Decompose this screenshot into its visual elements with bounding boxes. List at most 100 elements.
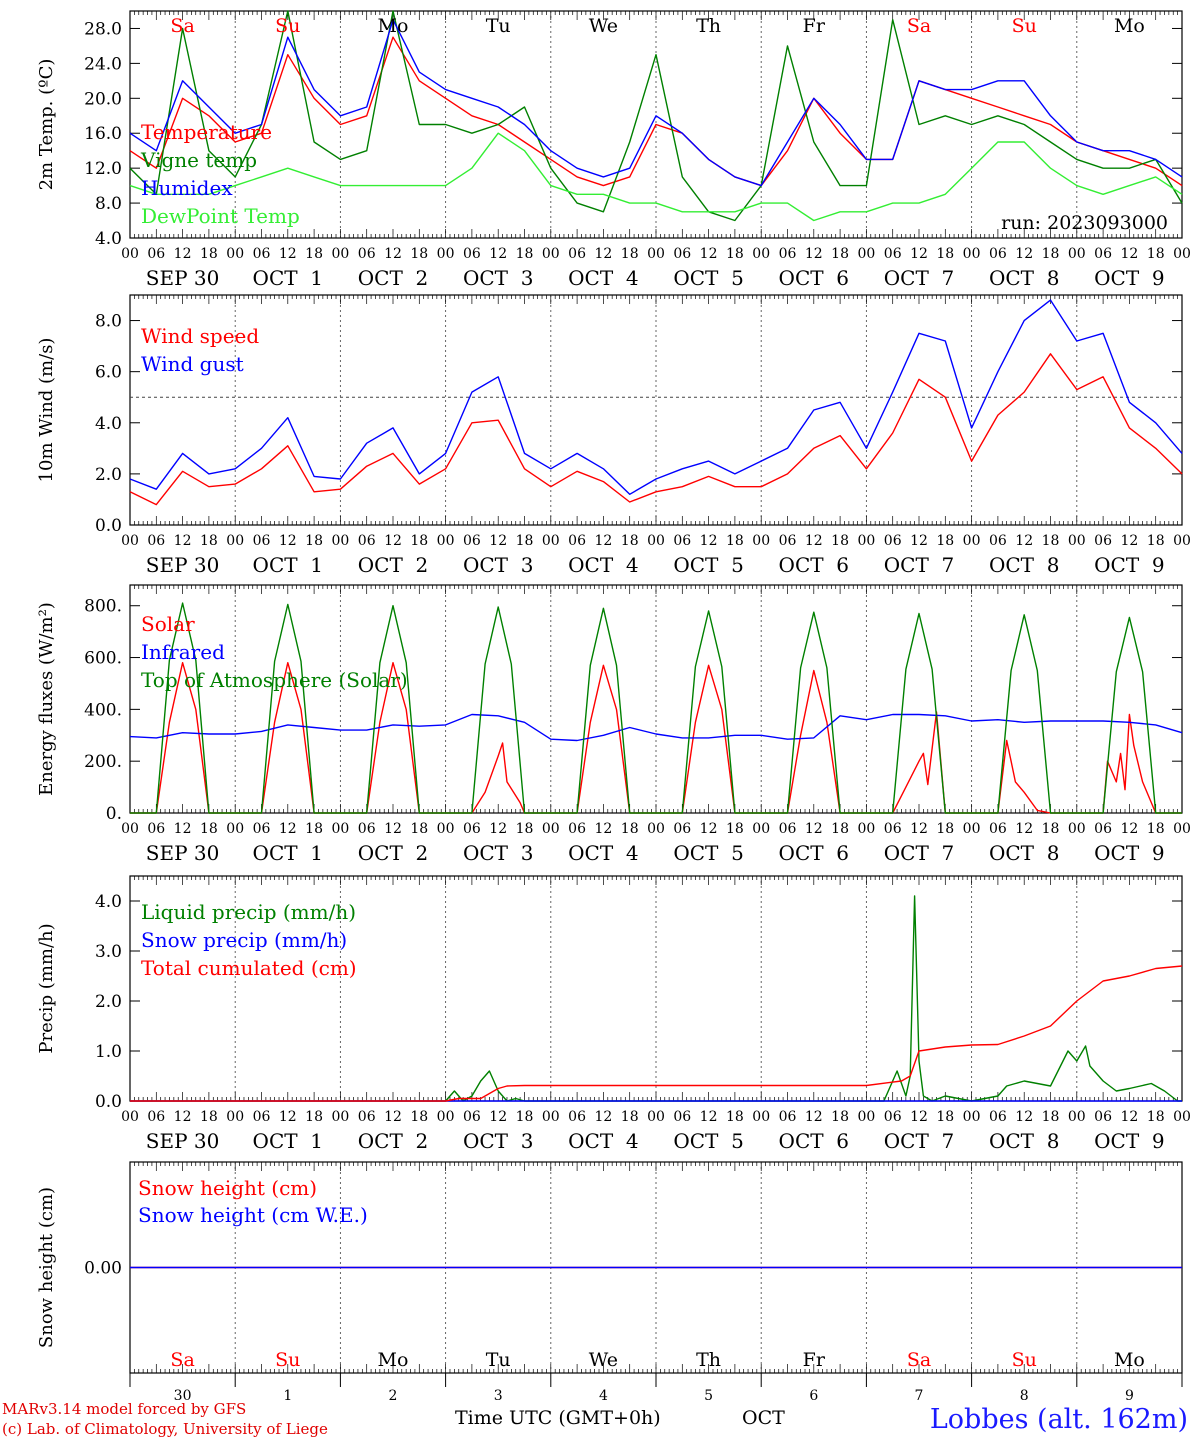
date-label: OCT 7 [884, 1129, 954, 1153]
y-tick-label: 0. [106, 804, 122, 824]
hour-tick-label: 12 [384, 533, 402, 549]
hour-tick-label: 12 [384, 246, 402, 262]
hour-tick-label: 00 [1173, 821, 1191, 837]
hour-tick-label: 00 [121, 821, 139, 837]
hour-tick-label: 06 [358, 533, 376, 549]
legend-entry: Wind gust [141, 352, 244, 376]
day-number-label: 3 [494, 1388, 503, 1404]
hour-tick-label: 06 [884, 533, 902, 549]
hour-tick-label: 06 [884, 246, 902, 262]
hour-tick-label: 00 [752, 246, 770, 262]
weekday-label: Mo [1114, 15, 1145, 37]
hour-tick-label: 12 [1015, 821, 1033, 837]
hour-tick-label: 06 [253, 1109, 271, 1125]
weekday-label: Su [275, 1349, 300, 1371]
hour-tick-label: 18 [831, 821, 849, 837]
date-label: OCT 5 [673, 553, 743, 577]
hour-tick-label: 12 [384, 1109, 402, 1125]
hour-tick-label: 12 [174, 533, 192, 549]
legend-entry: Vigne temp [140, 148, 257, 172]
hour-tick-label: 00 [121, 246, 139, 262]
hour-tick-label: 00 [752, 1109, 770, 1125]
y-tick-label: 20.0 [84, 89, 122, 109]
copyright-credit: (c) Lab. of Climatology, University of L… [2, 1420, 328, 1438]
date-label: OCT 1 [253, 1129, 323, 1153]
day-number-label: 5 [704, 1388, 713, 1404]
hour-tick-label: 00 [542, 821, 560, 837]
hour-tick-label: 06 [989, 1109, 1007, 1125]
weekday-label: Mo [378, 15, 409, 37]
hour-tick-label: 06 [779, 821, 797, 837]
hour-tick-label: 18 [516, 1109, 534, 1125]
hour-tick-label: 06 [253, 533, 271, 549]
hour-tick-label: 12 [1120, 533, 1138, 549]
weekday-label: Tu [486, 15, 511, 37]
weekday-label: Sa [907, 15, 931, 37]
hour-tick-label: 12 [489, 821, 507, 837]
legend-entry: Snow height (cm W.E.) [138, 1203, 368, 1227]
hour-tick-label: 00 [226, 533, 244, 549]
hour-tick-label: 18 [305, 246, 323, 262]
hour-tick-label: 18 [305, 1109, 323, 1125]
hour-tick-label: 18 [831, 246, 849, 262]
panel-2: 0.0 2.0 4.0 6.0 8.0 10m Wind (m/s) Wind speed W… [36, 294, 1191, 577]
hour-tick-label: 18 [621, 821, 639, 837]
hour-tick-label: 00 [857, 533, 875, 549]
series-line [130, 965, 1183, 1102]
hour-tick-label: 12 [174, 1109, 192, 1125]
legend-entry: Temperature [141, 120, 272, 144]
hour-tick-label: 06 [463, 533, 481, 549]
date-label: OCT 7 [884, 266, 954, 290]
hour-tick-label: 00 [1173, 1109, 1191, 1125]
hour-tick-label: 12 [1120, 246, 1138, 262]
weekday-label: Su [1012, 15, 1037, 37]
weekday-label: Tu [486, 1349, 511, 1371]
hour-tick-label: 18 [1042, 821, 1060, 837]
y-tick-label: 800. [84, 597, 122, 617]
hour-tick-label: 18 [410, 246, 428, 262]
series-line [129, 19, 1183, 187]
legend-entry: Infrared [141, 640, 225, 664]
hour-tick-label: 00 [331, 246, 349, 262]
series-line [129, 36, 1183, 187]
hour-tick-label: 12 [1015, 246, 1033, 262]
weekday-label: Th [696, 15, 721, 37]
hour-tick-label: 06 [1094, 821, 1112, 837]
hour-tick-label: 00 [647, 821, 665, 837]
weekday-label: Sa [170, 1349, 194, 1371]
date-label: OCT 3 [463, 553, 533, 577]
y-tick-label: 28.0 [84, 19, 122, 39]
hour-tick-label: 06 [673, 1109, 691, 1125]
hour-tick-label: 06 [1094, 533, 1112, 549]
hour-tick-label: 12 [174, 246, 192, 262]
hour-tick-label: 00 [963, 1109, 981, 1125]
hour-tick-label: 06 [884, 1109, 902, 1125]
hour-tick-label: 18 [726, 821, 744, 837]
hour-tick-label: 12 [1120, 821, 1138, 837]
hour-tick-label: 12 [594, 533, 612, 549]
date-label: OCT 2 [358, 841, 428, 865]
y-tick-label: 12.0 [84, 159, 122, 179]
weekday-label: Su [275, 15, 300, 37]
weekday-label: We [589, 15, 618, 37]
series-line [129, 299, 1183, 495]
hour-tick-label: 12 [1015, 1109, 1033, 1125]
hour-tick-label: 00 [1068, 821, 1086, 837]
hour-tick-label: 00 [437, 246, 455, 262]
y-tick-label: 2.0 [95, 992, 122, 1012]
hour-tick-label: 18 [410, 821, 428, 837]
hour-tick-label: 18 [305, 821, 323, 837]
hour-tick-label: 12 [910, 533, 928, 549]
legend-entry: Top of Atmosphere (Solar) [141, 668, 408, 692]
date-label: OCT 3 [463, 266, 533, 290]
date-label: OCT 5 [673, 1129, 743, 1153]
hour-tick-label: 18 [1147, 1109, 1165, 1125]
hour-tick-label: 06 [673, 533, 691, 549]
hour-tick-label: 06 [884, 821, 902, 837]
hour-tick-label: 06 [779, 246, 797, 262]
y-axis-label: 2m Temp. (ºC) [36, 59, 57, 191]
hour-tick-label: 18 [410, 533, 428, 549]
date-label: OCT 5 [673, 266, 743, 290]
hour-tick-label: 18 [936, 821, 954, 837]
hour-tick-label: 18 [516, 821, 534, 837]
